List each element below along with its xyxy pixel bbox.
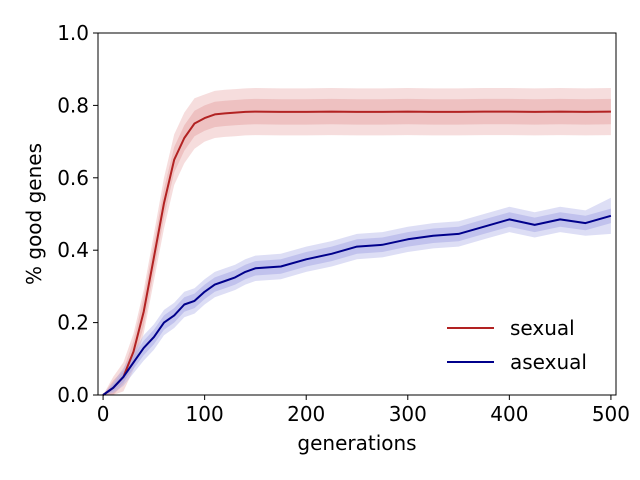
x-axis-ticks: 0 100 200 300 400 500 bbox=[97, 395, 630, 426]
series-line-sexual bbox=[102, 110, 611, 396]
x-tick-label-0: 0 bbox=[97, 402, 110, 426]
series-lines bbox=[102, 110, 612, 396]
series-line-asexual bbox=[102, 214, 612, 396]
legend: sexual asexual bbox=[447, 316, 587, 374]
y-axis-label: % good genes bbox=[22, 143, 46, 285]
legend-label-sexual: sexual bbox=[510, 316, 575, 340]
x-tick-label-200: 200 bbox=[287, 402, 325, 426]
legend-label-asexual: asexual bbox=[510, 350, 587, 374]
plot-area-frame bbox=[97, 32, 617, 396]
y-axis-ticks: 0.0 0.2 0.4 0.6 0.8 1.0 bbox=[57, 21, 98, 407]
y-tick-label-0.0: 0.0 bbox=[57, 383, 89, 407]
y-tick-label-0.2: 0.2 bbox=[57, 311, 89, 335]
y-tick-label-0.8: 0.8 bbox=[57, 93, 89, 117]
x-tick-label-300: 300 bbox=[389, 402, 427, 426]
x-tick-label-100: 100 bbox=[186, 402, 224, 426]
y-tick-label-0.6: 0.6 bbox=[57, 166, 89, 190]
x-tick-label-500: 500 bbox=[592, 402, 630, 426]
y-tick-label-1.0: 1.0 bbox=[57, 21, 89, 45]
y-tick-label-0.4: 0.4 bbox=[57, 238, 89, 262]
x-axis-label: generations bbox=[297, 431, 416, 455]
x-tick-label-400: 400 bbox=[490, 402, 528, 426]
confidence-bands bbox=[103, 88, 611, 396]
